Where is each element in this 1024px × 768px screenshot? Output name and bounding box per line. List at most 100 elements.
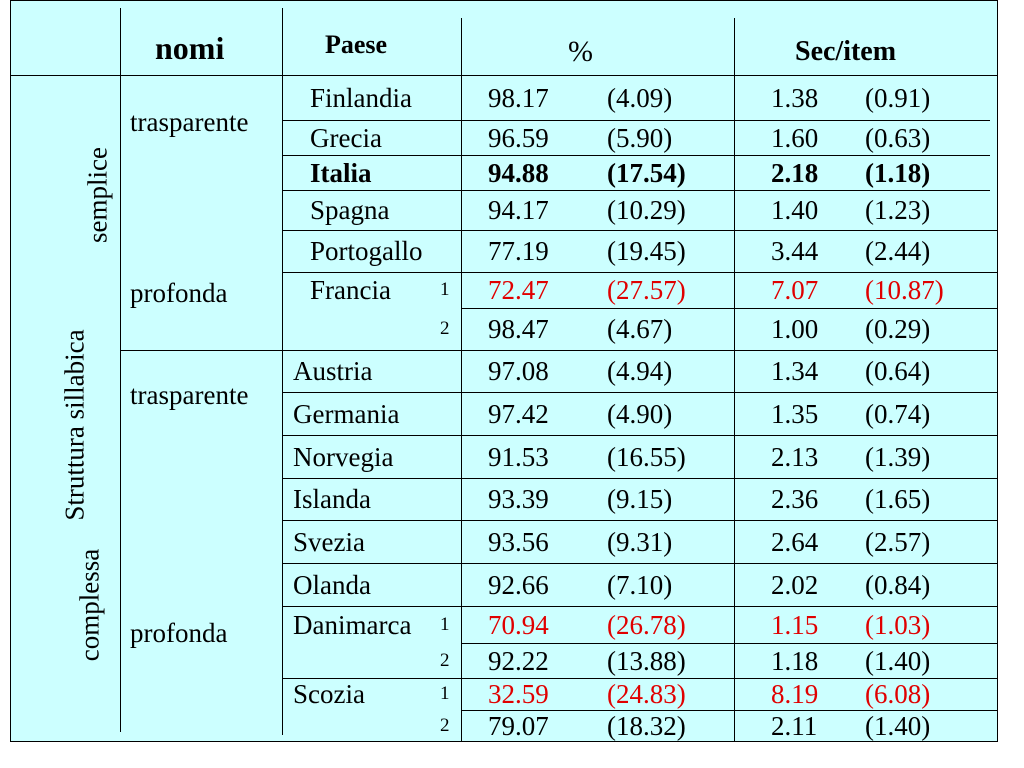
country: Danimarca bbox=[293, 609, 412, 640]
cell-sec: 1.15 bbox=[771, 609, 819, 640]
column-line bbox=[734, 18, 735, 742]
cell-sec-sd: (1.40) bbox=[865, 711, 931, 741]
row-index: 1 bbox=[440, 613, 450, 635]
header-sec: Sec/item bbox=[795, 36, 897, 67]
cell-pct: 91.53 bbox=[488, 441, 549, 472]
country: Finlandia bbox=[310, 82, 412, 113]
row-line bbox=[282, 606, 998, 607]
cell-pct-sd: (7.10) bbox=[607, 569, 673, 600]
row-line bbox=[282, 392, 998, 393]
cell-sec: 1.38 bbox=[771, 82, 819, 113]
cell-sec: 1.00 bbox=[771, 314, 819, 344]
group-label: trasparente bbox=[130, 380, 249, 410]
cell-sec-sd: (2.44) bbox=[865, 236, 931, 266]
cell-pct-sd: (17.54) bbox=[607, 157, 686, 188]
row-index: 1 bbox=[440, 279, 450, 300]
cell-sec: 1.60 bbox=[771, 122, 819, 153]
column-line bbox=[120, 8, 121, 732]
country: Italia bbox=[310, 157, 372, 188]
cell-pct-sd: (16.55) bbox=[607, 441, 686, 472]
cell-sec: 2.11 bbox=[771, 711, 818, 741]
cell-pct: 98.47 bbox=[488, 314, 549, 344]
group-label: trasparente bbox=[130, 107, 249, 137]
cell-pct-sd: (27.57) bbox=[607, 275, 686, 305]
row-line bbox=[461, 308, 998, 309]
cell-sec: 3.44 bbox=[771, 236, 819, 266]
row-line bbox=[282, 478, 998, 479]
cell-pct-sd: (5.90) bbox=[607, 122, 673, 153]
row-line bbox=[282, 678, 998, 679]
country: Germania bbox=[293, 398, 400, 429]
cell-pct: 97.08 bbox=[488, 356, 549, 386]
cell-sec-sd: (1.40) bbox=[865, 645, 931, 676]
cell-sec-sd: (0.63) bbox=[865, 122, 931, 153]
cell-sec-sd: (0.91) bbox=[865, 82, 931, 113]
country: Norvegia bbox=[293, 441, 394, 472]
table-background bbox=[10, 0, 998, 742]
group-label: profonda bbox=[130, 278, 228, 308]
cell-pct: 93.56 bbox=[488, 526, 549, 557]
section-label: semplice bbox=[82, 147, 113, 243]
header-nomi: nomi bbox=[155, 30, 225, 66]
cell-sec: 2.64 bbox=[771, 526, 819, 557]
cell-pct-sd: (19.45) bbox=[607, 236, 686, 266]
cell-pct: 77.19 bbox=[488, 236, 549, 266]
section-label: complessa bbox=[74, 548, 105, 662]
cell-sec: 2.18 bbox=[771, 157, 819, 188]
cell-pct-sd: (24.83) bbox=[607, 679, 686, 709]
cell-pct-sd: (4.94) bbox=[607, 356, 673, 386]
country: Portogallo bbox=[310, 236, 423, 266]
cell-pct: 96.59 bbox=[488, 122, 549, 153]
cell-pct-sd: (4.90) bbox=[607, 398, 673, 429]
header-line bbox=[10, 75, 998, 76]
cell-pct: 93.39 bbox=[488, 484, 549, 514]
row-index: 2 bbox=[440, 649, 450, 671]
cell-sec-sd: (0.84) bbox=[865, 569, 931, 600]
cell-sec: 1.35 bbox=[771, 398, 819, 429]
row-line bbox=[461, 643, 998, 644]
row-line bbox=[282, 272, 998, 273]
cell-pct: 79.07 bbox=[488, 711, 549, 741]
cell-sec: 2.36 bbox=[771, 484, 819, 514]
cell-pct-sd: (10.29) bbox=[607, 195, 686, 225]
cell-sec-sd: (0.29) bbox=[865, 314, 931, 344]
cell-sec: 1.18 bbox=[771, 645, 819, 676]
cell-sec-sd: (1.23) bbox=[865, 195, 931, 225]
cell-sec: 8.19 bbox=[771, 679, 819, 709]
cell-sec: 1.40 bbox=[771, 195, 819, 225]
cell-pct: 92.66 bbox=[488, 569, 549, 600]
cell-sec: 7.07 bbox=[771, 275, 819, 305]
cell-sec-sd: (2.57) bbox=[865, 526, 931, 557]
row-index: 1 bbox=[440, 683, 450, 704]
cell-sec-sd: (10.87) bbox=[865, 275, 944, 305]
cell-sec-sd: (0.74) bbox=[865, 398, 931, 429]
row-index: 2 bbox=[440, 715, 450, 736]
row-line bbox=[120, 350, 998, 351]
cell-pct: 92.22 bbox=[488, 645, 549, 676]
country: Olanda bbox=[293, 569, 371, 600]
cell-sec-sd: (1.39) bbox=[865, 441, 931, 472]
country: Austria bbox=[293, 356, 373, 386]
row-line bbox=[282, 520, 998, 521]
cell-pct: 98.17 bbox=[488, 82, 549, 113]
cell-sec-sd: (0.64) bbox=[865, 356, 931, 386]
cell-sec: 1.34 bbox=[771, 356, 819, 386]
cell-sec: 2.02 bbox=[771, 569, 819, 600]
row-line bbox=[282, 563, 998, 564]
cell-sec-sd: (1.65) bbox=[865, 484, 931, 514]
cell-pct: 32.59 bbox=[488, 679, 549, 709]
row-index: 2 bbox=[440, 318, 450, 339]
cell-sec: 2.13 bbox=[771, 441, 819, 472]
group-label: profonda bbox=[130, 618, 228, 648]
cell-pct-sd: (4.09) bbox=[607, 82, 673, 113]
header-percent: % bbox=[568, 35, 593, 68]
column-line bbox=[282, 8, 283, 735]
country: Islanda bbox=[293, 484, 371, 514]
country: Svezia bbox=[293, 526, 365, 557]
cell-sec-sd: (6.08) bbox=[865, 679, 931, 709]
cell-pct: 94.17 bbox=[488, 195, 549, 225]
country: Scozia bbox=[293, 679, 365, 709]
country: Spagna bbox=[310, 195, 390, 225]
header-paese: Paese bbox=[325, 30, 388, 59]
